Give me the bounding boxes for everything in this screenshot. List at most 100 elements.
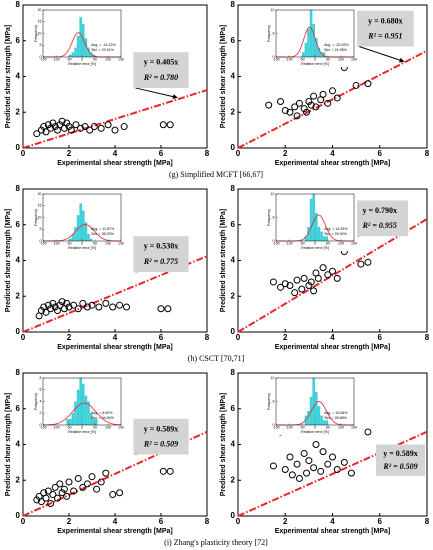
y-axis-label: Predicted shear strength [MPa] xyxy=(220,209,227,312)
data-point xyxy=(364,258,372,266)
inset-x-tick-label: 150 xyxy=(118,57,124,61)
data-point xyxy=(324,271,332,279)
fit-equation: y = 0.589x xyxy=(144,424,179,433)
inset-bar xyxy=(84,38,88,57)
inset-x-label: Relative error [%] xyxy=(301,246,329,250)
inset-bar xyxy=(312,194,315,241)
inset-std: Std. = 23.91% xyxy=(91,48,114,52)
inset-y-label: Frequency xyxy=(34,393,38,410)
data-point xyxy=(291,289,299,297)
inset-y-label: Frequency xyxy=(34,209,38,226)
y-tick-label: 6 xyxy=(231,220,236,229)
x-tick-label: 4 xyxy=(330,333,335,342)
inset-x-tick-label: 50 xyxy=(93,57,97,61)
x-tick-label: 6 xyxy=(159,149,164,158)
inset-y-tick-label: 0 xyxy=(40,239,42,243)
data-point xyxy=(310,287,318,295)
data-point xyxy=(49,491,57,499)
inset-x-tick-label: -150 xyxy=(272,241,279,245)
inset-y-label: Frequency xyxy=(34,25,38,42)
data-point xyxy=(120,123,128,131)
inset-bar xyxy=(82,383,85,425)
data-point xyxy=(54,494,61,502)
inset-bar xyxy=(312,24,315,58)
data-point xyxy=(319,90,327,98)
inset-x-label: Relative error [%] xyxy=(68,430,96,434)
data-point xyxy=(277,98,285,106)
inset-x-tick-label: 50 xyxy=(326,241,330,245)
data-point xyxy=(317,467,325,475)
data-point xyxy=(281,280,289,288)
data-point xyxy=(352,81,360,89)
inset-bar xyxy=(74,47,77,57)
fit-r2: R² = 0.951 xyxy=(367,31,402,40)
inset-bar xyxy=(82,24,85,58)
inset-x-tick-label: 50 xyxy=(326,425,330,429)
y-tick-label: 2 xyxy=(231,291,236,300)
inset-bar xyxy=(315,38,318,57)
data-point xyxy=(44,487,52,495)
inset-x-tick-label: 0 xyxy=(314,425,316,429)
inset-x-tick-label: -150 xyxy=(272,425,279,429)
y-tick-label: 0 xyxy=(231,327,236,336)
caption: (i) Zhang's plasticity theory [72] xyxy=(164,538,268,547)
inset-bar xyxy=(82,210,85,241)
inset-x-tick-label: 150 xyxy=(351,241,357,245)
data-point xyxy=(56,121,64,129)
data-point xyxy=(109,303,117,311)
x-tick-label: 6 xyxy=(378,517,383,526)
y-tick-label: 4 xyxy=(16,440,21,449)
inset-bar xyxy=(79,378,82,425)
caption: (g) Simplified MCFT [66,67] xyxy=(169,170,263,179)
data-point xyxy=(56,301,64,309)
inset-bar xyxy=(322,52,326,57)
y-tick-label: 6 xyxy=(16,404,21,413)
fit-equation: y = 0.405x xyxy=(144,58,179,67)
data-point xyxy=(307,278,315,286)
data-point xyxy=(329,267,336,275)
inset-y-tick-label: 5 xyxy=(40,227,42,231)
x-axis-label: Experimental shear strength [MPa] xyxy=(57,528,173,535)
data-point xyxy=(305,282,313,290)
inset-bar xyxy=(320,231,323,241)
data-point xyxy=(102,469,110,477)
inset-bar xyxy=(79,17,82,57)
data-point xyxy=(58,489,66,497)
data-point xyxy=(74,305,82,313)
data-point xyxy=(44,121,52,129)
y-tick-label: 8 xyxy=(16,0,21,9)
data-point xyxy=(166,467,174,475)
x-tick-label: 2 xyxy=(67,333,72,342)
y-tick-label: 2 xyxy=(16,291,21,300)
data-point xyxy=(81,123,89,131)
inset-y-tick-label: 4 xyxy=(40,399,42,403)
inset-x-tick-label: -150 xyxy=(272,57,279,61)
x-tick-label: 6 xyxy=(378,333,383,342)
y-tick-label: 2 xyxy=(16,475,21,484)
data-point xyxy=(277,283,285,291)
inset-bar xyxy=(69,419,72,425)
fit-r2: R² = 0.780 xyxy=(143,73,178,82)
x-tick-label: 6 xyxy=(378,149,383,158)
data-point xyxy=(88,301,96,309)
inset-y-tick-label: 0 xyxy=(273,423,275,427)
fit-equation: y = 0.790x xyxy=(362,206,397,215)
inset-bar xyxy=(317,406,321,425)
fit-equation: y = 0.530x xyxy=(144,242,179,251)
inset-x-tick-label: 100 xyxy=(105,57,111,61)
inset-avg: Avg. = -14.22% xyxy=(91,43,116,47)
fit-box xyxy=(375,444,426,476)
inset-avg: Avg. = -20.93% xyxy=(324,43,349,47)
x-tick-label: 0 xyxy=(21,333,26,342)
inset-y-tick-label: 2 xyxy=(40,411,42,415)
data-point xyxy=(269,278,277,286)
inset-std: Std. = 21.95% xyxy=(324,48,347,52)
data-point xyxy=(305,457,313,465)
inset-y-tick-label: 20 xyxy=(38,8,42,12)
inset-bar xyxy=(307,28,310,57)
inset-x-tick-label: 100 xyxy=(338,57,344,61)
inset-x-tick-label: 0 xyxy=(314,241,316,245)
data-point xyxy=(104,121,112,129)
data-point xyxy=(116,489,124,497)
inset-y-tick-label: 6 xyxy=(40,388,42,392)
